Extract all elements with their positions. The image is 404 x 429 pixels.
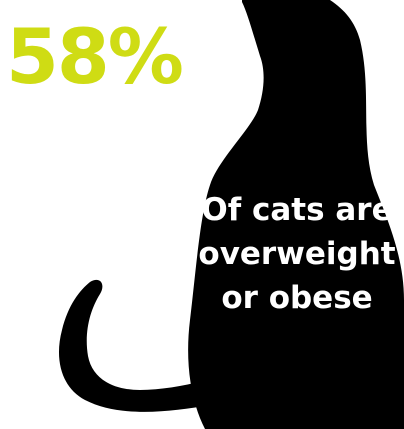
caption-line-1: Of cats are bbox=[201, 192, 393, 228]
cat-tail-shape bbox=[58, 279, 215, 412]
caption-line-3: or obese bbox=[221, 280, 373, 316]
stat-caption: Of cats are overweight or obese bbox=[192, 188, 402, 320]
stat-percentage: 58% bbox=[6, 12, 184, 101]
cat-body-shape bbox=[188, 0, 404, 429]
caption-line-2: overweight bbox=[198, 236, 396, 272]
